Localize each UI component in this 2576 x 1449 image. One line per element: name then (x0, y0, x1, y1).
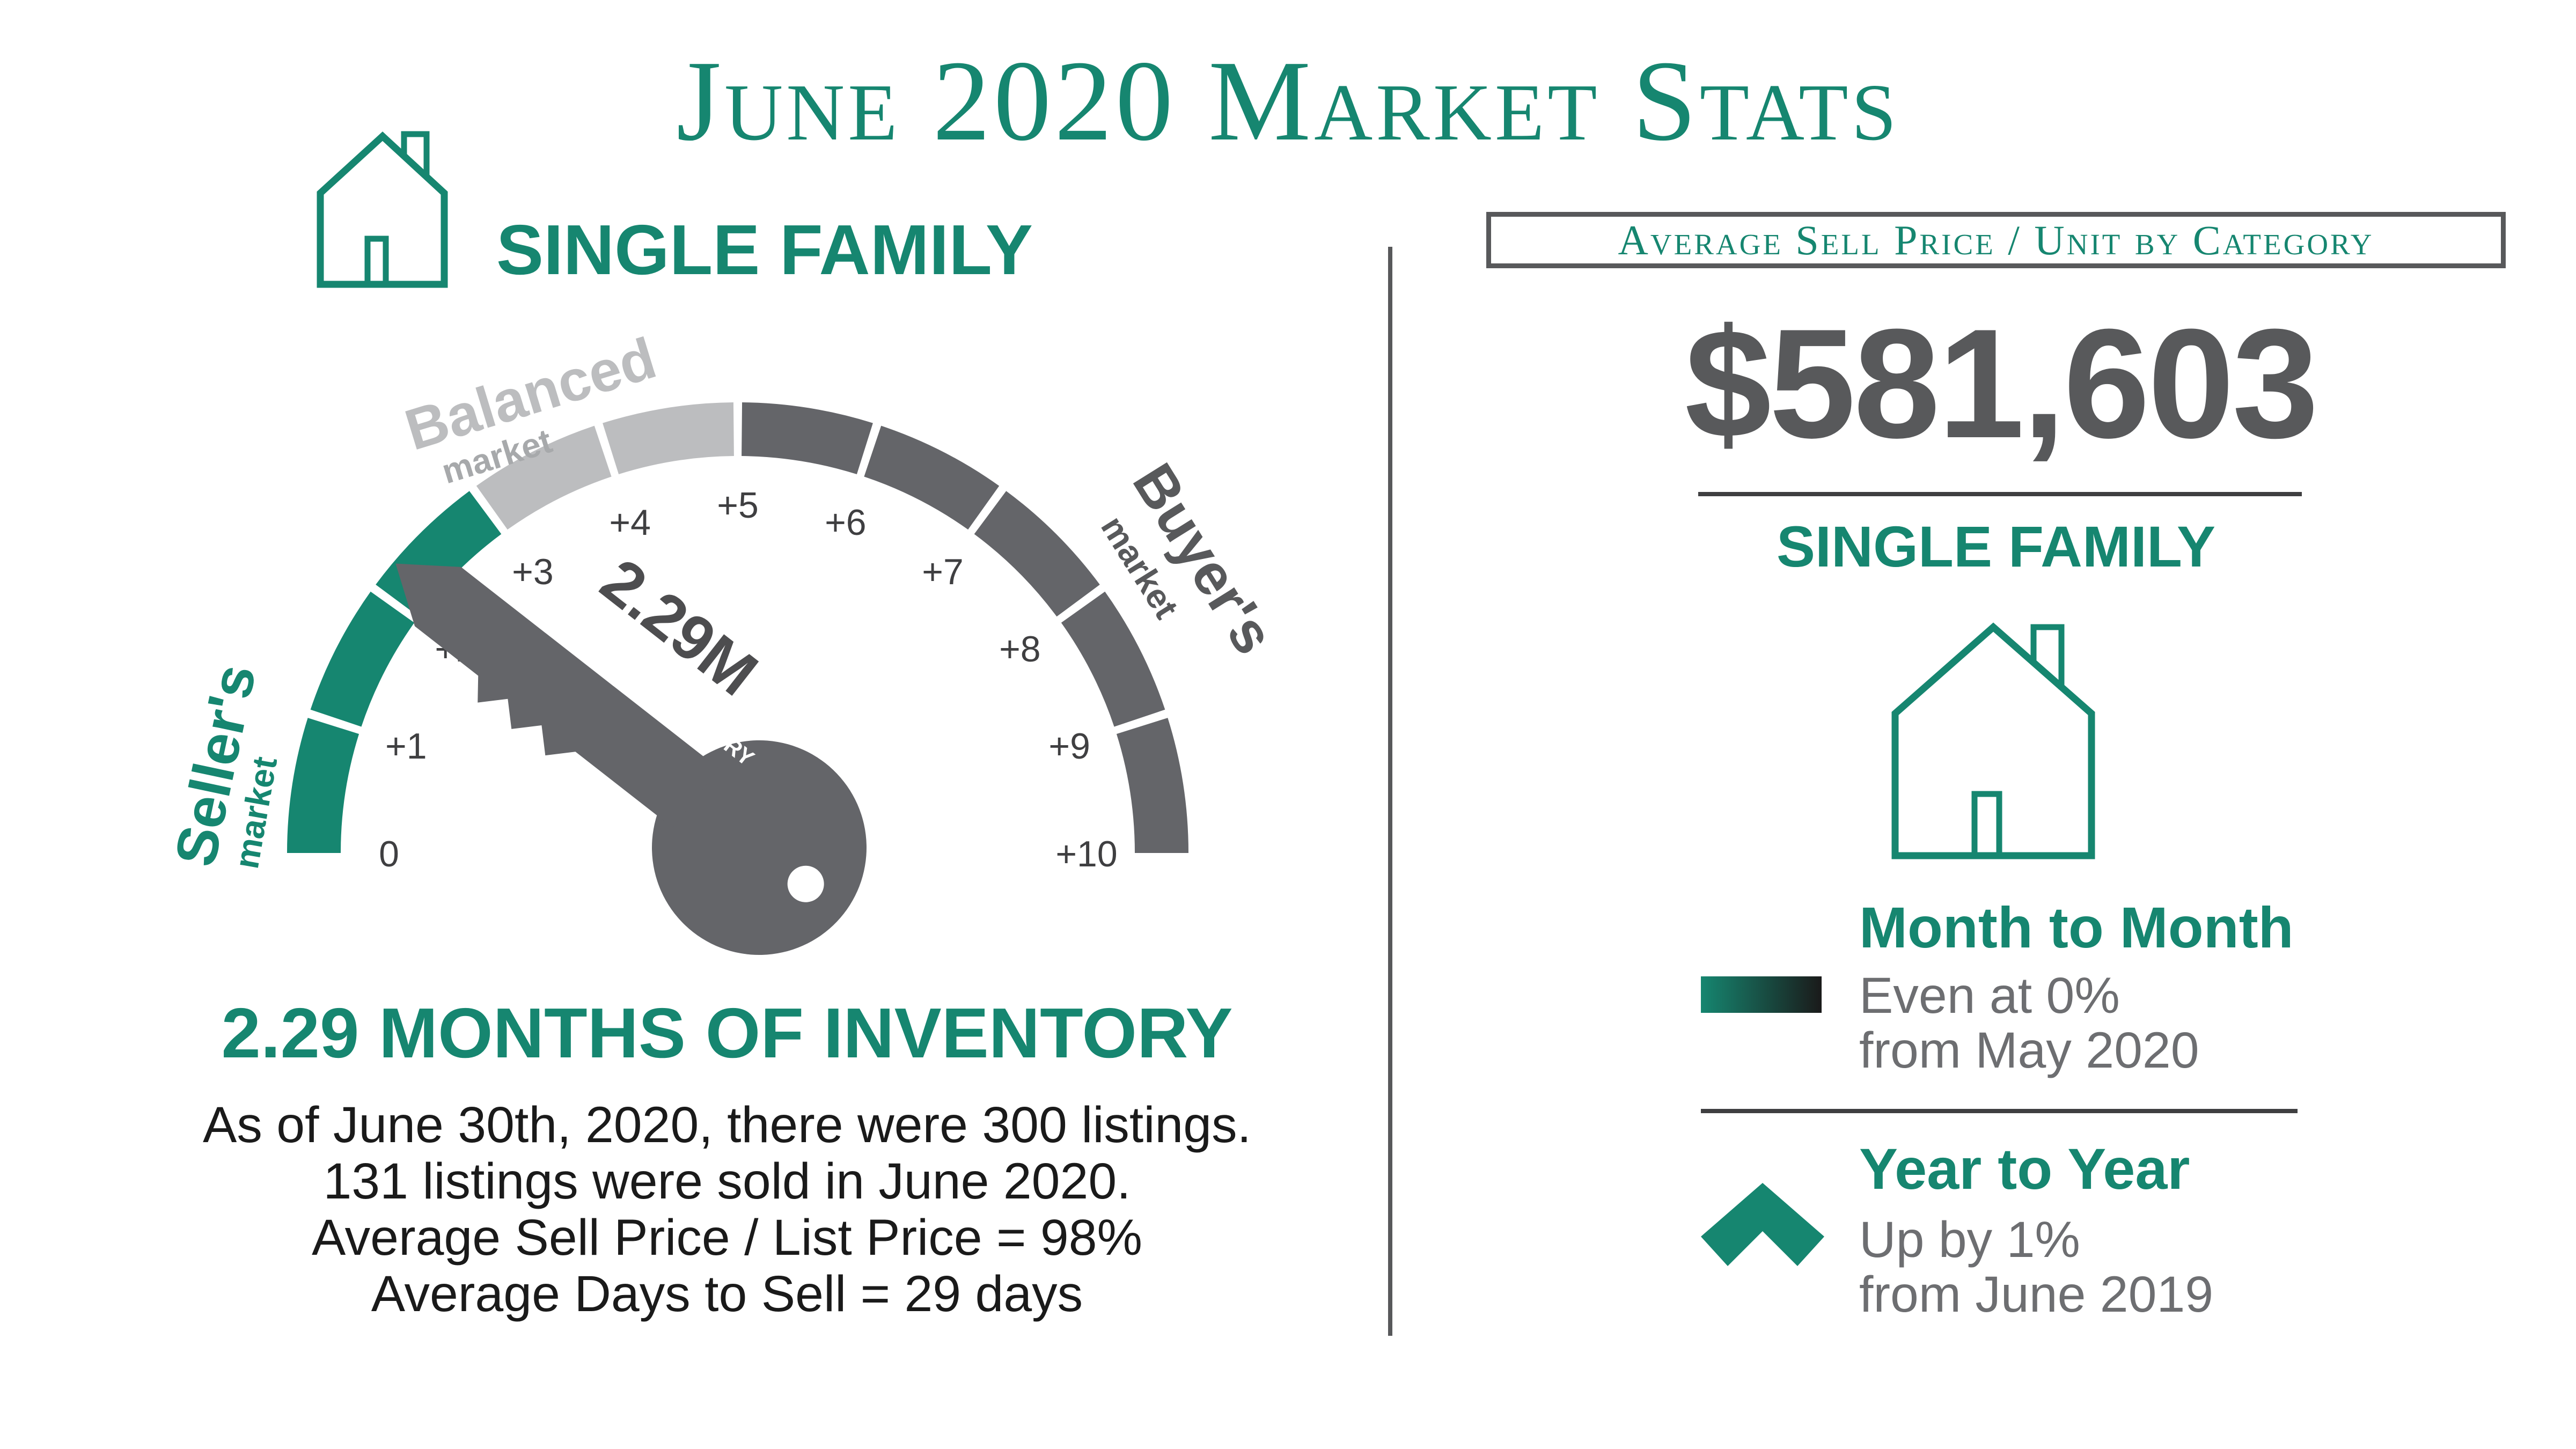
year-to-year-heading: Year to Year (1859, 1136, 2190, 1201)
column-divider (1388, 247, 1392, 1336)
gauge-segment-seller (287, 718, 359, 853)
description-line: As of June 30th, 2020, there were 300 li… (203, 1097, 1251, 1153)
gauge-tick-label: +1 (385, 726, 427, 767)
gauge-segment-buyer (1116, 718, 1188, 853)
gauge-tick-label: 0 (379, 834, 399, 874)
gauge-segments (287, 402, 1188, 853)
category-heading: SINGLE FAMILY (1776, 514, 2216, 579)
inventory-heading: 2.29 MONTHS OF INVENTORY (221, 994, 1233, 1072)
average-price: $581,603 (1685, 297, 2319, 470)
house-icon (317, 131, 448, 288)
month-to-month-text: Even at 0% from May 2020 (1859, 968, 2199, 1078)
gauge-tick-label: +5 (717, 485, 759, 526)
gauge-segment-seller (310, 591, 415, 727)
inventory-gauge: 0+1+2+3+4+5+6+7+8+9+10 Seller's market B… (162, 325, 1287, 955)
gauge-segment-balanced (603, 402, 734, 475)
category-label: Average Sell Price / Unit by Category (1618, 216, 2374, 263)
key-icon (395, 563, 867, 955)
year-to-year-period: from June 2019 (1859, 1266, 2214, 1323)
description-line: 131 listings were sold in June 2020. (323, 1153, 1131, 1210)
month-to-month-period: from May 2020 (1859, 1022, 2199, 1079)
month-to-month-change: Even at 0% (1859, 967, 2120, 1024)
gauge-segment-buyer (974, 491, 1100, 617)
month-to-month-bar (1701, 976, 1822, 1013)
up-arrow-icon (1701, 1183, 1824, 1266)
gauge-tick-label: +6 (825, 502, 867, 543)
gauge-tick-label: +7 (922, 551, 964, 592)
category-label-box: Average Sell Price / Unit by Category (1486, 212, 2506, 268)
gauge-segment-balanced (476, 425, 612, 530)
description-line: Average Sell Price / List Price = 98% (311, 1209, 1143, 1266)
year-to-year-text: Up by 1% from June 2019 (1859, 1212, 2213, 1322)
gauge-tick-label: +3 (512, 551, 554, 592)
gauge-segment-buyer (864, 425, 1000, 530)
page-title: June 2020 Market Stats (676, 36, 1900, 165)
section-heading: SINGLE FAMILY (496, 210, 1033, 289)
price-divider (1698, 492, 2302, 496)
gauge-tick-label: +8 (999, 629, 1041, 670)
gauge-tick-label: +10 (1055, 834, 1117, 874)
gauge-tick-label: +4 (609, 502, 651, 543)
year-to-year-change: Up by 1% (1859, 1211, 2080, 1268)
gauge-tick-label: +9 (1048, 726, 1090, 767)
inventory-description: As of June 30th, 2020, there were 300 li… (177, 1097, 1277, 1322)
gauge-segment-buyer (1061, 591, 1165, 727)
month-to-month-heading: Month to Month (1859, 895, 2294, 960)
key-value: 2.29M (588, 545, 770, 709)
house-icon (1891, 622, 2095, 859)
description-line: Average Days to Sell = 29 days (371, 1266, 1083, 1322)
stat-divider (1701, 1109, 2298, 1113)
gauge-segment-buyer (742, 402, 873, 475)
